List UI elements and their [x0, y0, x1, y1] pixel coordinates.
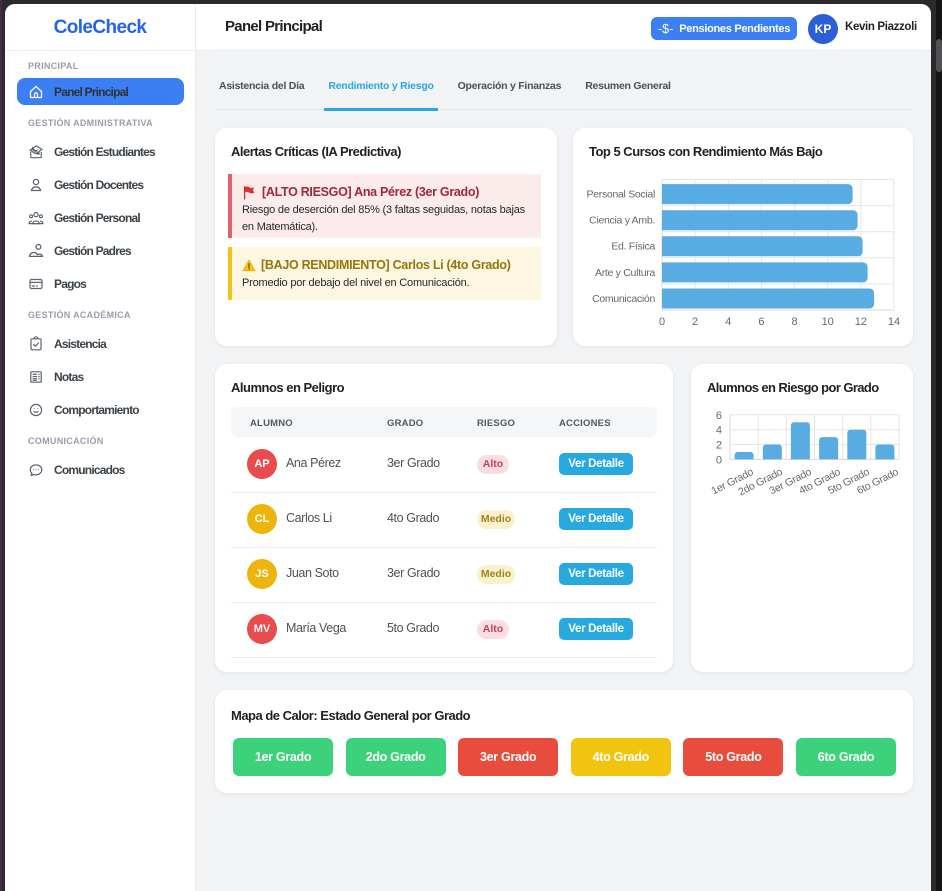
svg-text:Personal Social: Personal Social — [587, 189, 655, 201]
svg-text:0: 0 — [659, 316, 665, 328]
svg-text:14: 14 — [888, 316, 900, 328]
svg-text:10: 10 — [822, 316, 834, 328]
svg-text:4: 4 — [725, 316, 731, 328]
svg-text:0: 0 — [716, 454, 722, 466]
svg-text:Arte y Cultura: Arte y Cultura — [595, 267, 655, 279]
svg-text:12: 12 — [855, 316, 867, 328]
svg-text:2: 2 — [716, 440, 722, 452]
svg-text:6: 6 — [758, 316, 764, 328]
svg-text:Ed. Física: Ed. Física — [611, 241, 655, 253]
svg-text:Comunicación: Comunicación — [592, 293, 655, 305]
svg-text:2: 2 — [692, 316, 698, 328]
svg-text:6: 6 — [716, 410, 722, 422]
svg-text:4: 4 — [716, 425, 722, 437]
svg-text:8: 8 — [792, 316, 798, 328]
svg-text:Ciencia y Amb.: Ciencia y Amb. — [589, 215, 655, 227]
